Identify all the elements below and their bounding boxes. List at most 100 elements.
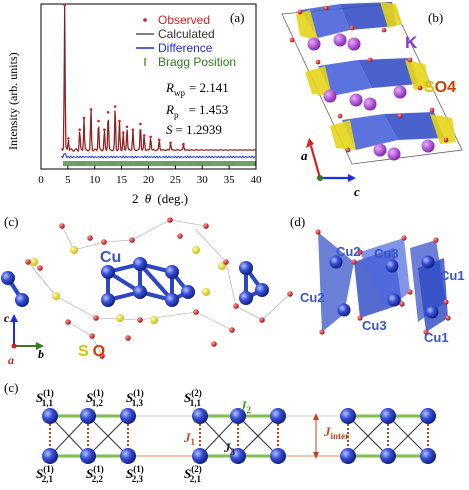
cu-atom — [101, 265, 115, 279]
o-atom — [443, 137, 449, 143]
cu-atom — [329, 255, 343, 269]
s-atom — [202, 288, 210, 296]
observed-point — [89, 108, 93, 111]
cu-atom — [385, 259, 399, 273]
cu-polyhedron — [384, 112, 444, 140]
cu-atom — [387, 293, 401, 307]
spin-site — [80, 408, 96, 424]
k-atom — [421, 139, 435, 153]
jinter-arrow-head-up — [313, 413, 319, 420]
j3-bond — [387, 415, 429, 457]
o-atom — [357, 315, 363, 321]
s-atom — [150, 316, 158, 324]
observed-point — [149, 135, 152, 139]
o-atom — [25, 259, 31, 265]
x-tick-label: 25 — [170, 174, 182, 186]
observed-point — [118, 119, 121, 123]
o-atom — [399, 301, 405, 307]
panel-label-b: (b) — [428, 10, 443, 25]
spin-site — [420, 408, 436, 424]
s-atom — [192, 246, 200, 254]
axis-a-origin — [11, 343, 17, 349]
axis-c-head — [348, 174, 356, 182]
x-tick-label: 15 — [116, 174, 128, 186]
k-atom — [393, 85, 407, 99]
o-atom — [401, 235, 407, 241]
cu-atom — [165, 293, 179, 307]
k-atom — [373, 143, 387, 157]
s-stat: S = 1.2939 — [166, 122, 222, 137]
panel-label-c1: (c) — [4, 214, 18, 229]
cu-atom — [421, 255, 435, 269]
cu-atom — [181, 285, 195, 299]
o-atom — [443, 299, 449, 305]
panel-label-c2: (c) — [4, 380, 18, 395]
cu-atom — [337, 303, 351, 317]
cu-label: Cu — [100, 249, 121, 266]
cu-atom — [239, 291, 253, 305]
observed-point — [157, 138, 161, 142]
k-atom — [347, 37, 361, 51]
k-atom — [387, 147, 401, 161]
o-atom — [229, 327, 235, 333]
so4-tetrahedron — [305, 66, 332, 96]
cu-atom — [133, 285, 147, 299]
cu-polyhedron — [342, 114, 398, 150]
spin-site — [270, 408, 286, 424]
o-atoms — [289, 5, 449, 153]
atom-label-cu2-bottom: Cu2 — [300, 290, 325, 305]
site-labels-top: S(1) 1,1 S(1) 1,2 S(1) 1,3 S(2) 1,1 — [36, 388, 202, 408]
spin-site — [420, 448, 436, 464]
o-atom — [407, 57, 413, 63]
o-atom — [315, 59, 321, 65]
axis-c-label: c — [4, 311, 10, 325]
so4-tetrahedron — [380, 2, 402, 28]
atom-label-cu2-top: Cu2 — [336, 244, 361, 259]
spin-site — [192, 408, 208, 424]
o-atom — [429, 107, 435, 113]
atoms-c1 — [1, 217, 293, 359]
o-atom — [93, 315, 99, 321]
k-atom — [349, 93, 363, 107]
x-ticks: 0 5 10 15 20 25 30 35 40 — [38, 165, 262, 186]
cu-polyhedron — [300, 4, 350, 38]
spin-site — [380, 408, 396, 424]
atom-label-cu1-bottom: Cu1 — [424, 330, 449, 345]
spin-site — [120, 408, 136, 424]
k-atom — [333, 33, 347, 47]
polyhedra-rows — [296, 2, 456, 150]
o-atom — [129, 237, 135, 243]
axis-b-head — [36, 342, 44, 350]
observed-point — [139, 122, 142, 126]
spin-site — [380, 448, 396, 464]
observed-point — [142, 134, 146, 137]
atom-label-cu3-bottom: Cu3 — [362, 318, 387, 333]
atom-label-cu1-top: Cu1 — [440, 268, 465, 283]
xrd-data — [61, 3, 256, 166]
observed-point — [169, 141, 172, 145]
o-atom — [259, 317, 265, 323]
observed-point — [182, 142, 185, 146]
o-atom — [319, 329, 325, 335]
cu-atom — [239, 261, 253, 275]
axis-c-head — [10, 314, 18, 322]
x-tick-label: 35 — [224, 174, 236, 186]
spin-site — [120, 448, 136, 464]
cu-polyhedron — [340, 2, 396, 30]
s-atom — [30, 258, 38, 266]
j3-bond — [199, 415, 239, 457]
o-atom — [223, 259, 229, 265]
o-atom — [193, 309, 199, 315]
o-atom — [323, 5, 329, 11]
jinter-label: Jinter — [323, 424, 349, 441]
o-atom — [297, 9, 303, 15]
s-atom — [218, 262, 226, 270]
o-atom — [315, 229, 321, 235]
axis-c-label: c — [354, 184, 360, 199]
o-atom — [87, 235, 93, 241]
cu-polyhedron — [358, 58, 418, 88]
spin-site — [42, 448, 58, 464]
spin-site — [80, 448, 96, 464]
